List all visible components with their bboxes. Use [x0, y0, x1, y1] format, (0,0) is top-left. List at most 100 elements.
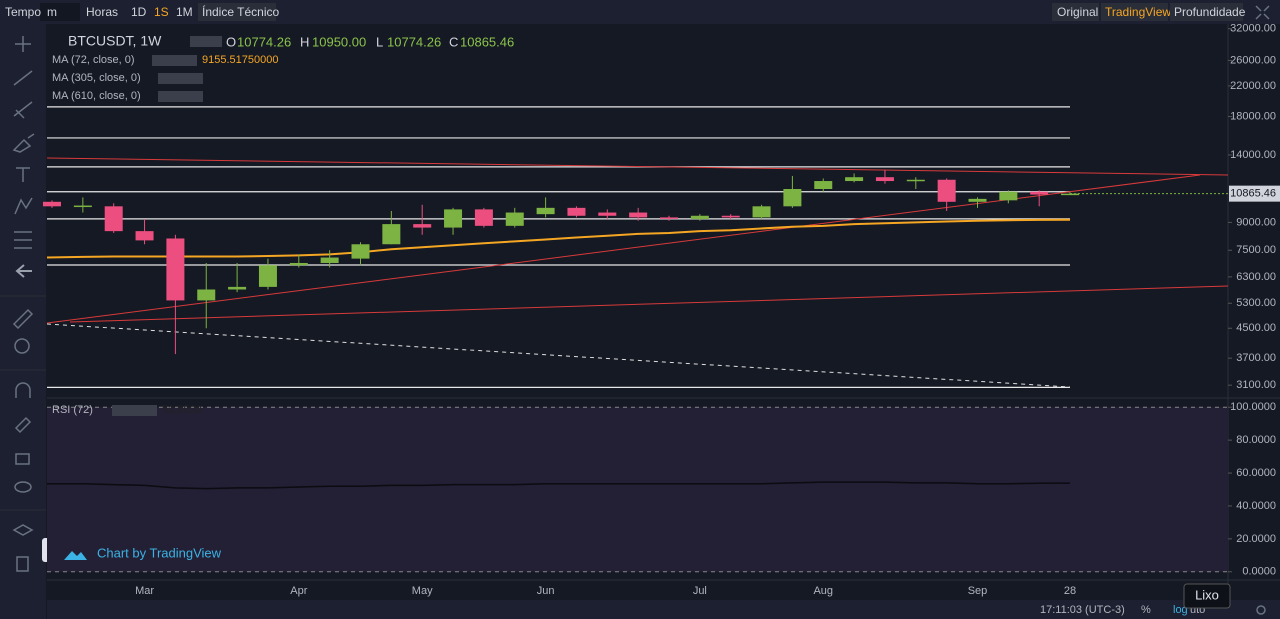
x-tick-label: Jul: [693, 585, 707, 597]
candle-body: [289, 262, 308, 266]
brush-icon[interactable]: [12, 133, 35, 153]
x-tick-label: Mar: [135, 585, 154, 597]
trash-icon[interactable]: [16, 556, 29, 572]
legend-buttons[interactable]: [112, 405, 157, 416]
x-tick-label: May: [412, 585, 433, 597]
toolbar-button[interactable]: 1S: [154, 5, 169, 19]
study-name: MA (72, close, 0): [52, 54, 135, 66]
toolbar-select[interactable]: m: [47, 5, 57, 19]
candle-body: [937, 179, 956, 202]
price-label: 10865.46: [1230, 188, 1276, 200]
view-tab-label[interactable]: Profundidade: [1174, 5, 1246, 19]
candle-body: [413, 224, 432, 228]
study-value: 9155.51750000: [202, 54, 278, 66]
text-icon[interactable]: [16, 167, 30, 182]
candle-body: [1030, 191, 1049, 195]
candle-body: [845, 177, 864, 182]
study-name: RSI (72): [52, 404, 93, 416]
view-tab[interactable]: [1101, 3, 1168, 21]
back-icon[interactable]: [15, 264, 32, 278]
toolbar-button[interactable]: Índice Técnico: [202, 4, 279, 19]
ohlc-value: 10950.00: [312, 34, 366, 49]
y-tick-label: 100.0000: [1230, 401, 1276, 413]
ma-line: [46, 218, 1071, 259]
layers-icon[interactable]: [12, 524, 34, 536]
view-tab-label[interactable]: Original: [1057, 5, 1098, 19]
trend-line: [46, 157, 1229, 176]
tv-logo: [64, 551, 87, 560]
candle-body: [752, 206, 771, 218]
watermark[interactable]: Chart by TradingView: [97, 545, 222, 560]
y-tick-label: 3100.00: [1236, 379, 1276, 391]
bottom-bar: [47, 600, 1280, 619]
x-tick-label: Jun: [537, 585, 555, 597]
percent-toggle[interactable]: %: [1141, 604, 1151, 616]
ohlc-value: 10865.46: [460, 34, 514, 49]
left-toolbar: [0, 24, 46, 619]
toolbar-button[interactable]: 1M: [176, 5, 193, 19]
toolbar-button[interactable]: 1D: [131, 5, 147, 19]
zoom-icon[interactable]: [14, 338, 30, 354]
x-tick-label: Sep: [968, 585, 988, 597]
ohlc-key: C: [449, 34, 458, 49]
y-tick-label: 9000.00: [1236, 216, 1276, 228]
fullscreen-icon[interactable]: [1255, 5, 1270, 20]
view-tab[interactable]: [1170, 3, 1243, 21]
candle-body: [73, 205, 92, 208]
pattern-icon[interactable]: [14, 197, 33, 215]
symbol: BTCUSDT, 1W: [68, 33, 162, 49]
interval-select[interactable]: [40, 3, 80, 21]
indicator-button[interactable]: [198, 3, 276, 21]
candle-body: [567, 207, 586, 216]
drawing-tools[interactable]: [0, 36, 46, 572]
rsi-line: [47, 481, 1071, 490]
view-tab[interactable]: [1052, 3, 1099, 21]
prediction-icon[interactable]: [14, 231, 32, 249]
line-icon[interactable]: [13, 70, 33, 86]
tooltip: [1183, 583, 1231, 609]
y-tick-label: 26000.00: [1230, 54, 1276, 66]
y-tick-label: 32000.00: [1230, 23, 1276, 35]
legend-buttons[interactable]: [158, 91, 203, 102]
candle-body: [104, 206, 123, 232]
candle-body: [906, 179, 925, 182]
candle-body: [999, 191, 1018, 201]
candle-body: [197, 289, 216, 301]
ohlc-value: 10774.26: [387, 34, 441, 49]
candle-body: [474, 209, 493, 226]
candle-body: [228, 286, 247, 290]
y-tick-label: 6300.00: [1236, 271, 1276, 283]
legend-buttons[interactable]: [158, 73, 203, 84]
price-label-box: [1229, 185, 1280, 202]
fib-icon[interactable]: [13, 101, 33, 119]
settings-icon[interactable]: [1256, 605, 1266, 615]
toolbar-label: Tempo: [5, 5, 41, 19]
lock-draw-icon[interactable]: [14, 416, 32, 434]
rsi-band: [47, 407, 1228, 572]
price-axis: [1228, 24, 1280, 600]
toolbar-button[interactable]: Horas: [86, 5, 118, 19]
y-tick-label: 22000.00: [1230, 80, 1276, 92]
ohlc-key: O: [226, 34, 236, 49]
ruler-icon[interactable]: [12, 308, 34, 330]
magnet-icon[interactable]: [15, 382, 31, 398]
candle-body: [1061, 193, 1080, 196]
x-tick-label: Aug: [813, 585, 833, 597]
ohlc-key: L: [376, 34, 383, 49]
candle-body: [660, 217, 678, 219]
y-tick-label: 14000.00: [1230, 149, 1276, 161]
candle-body: [690, 215, 709, 220]
candle-body: [258, 265, 277, 287]
candle-body: [166, 238, 185, 301]
cursor-icon[interactable]: [15, 36, 31, 52]
legend-buttons[interactable]: [190, 36, 222, 47]
x-tick-label: Apr: [290, 585, 307, 597]
y-tick-label: 40.0000: [1236, 500, 1276, 512]
y-tick-label: 18000.00: [1230, 110, 1276, 122]
legend-buttons[interactable]: [152, 55, 197, 66]
view-tab-label[interactable]: TradingView: [1105, 5, 1171, 19]
lock-icon[interactable]: [15, 453, 30, 465]
eye-icon[interactable]: [14, 481, 32, 493]
clock: 17:11:03 (UTC-3): [1040, 604, 1125, 616]
